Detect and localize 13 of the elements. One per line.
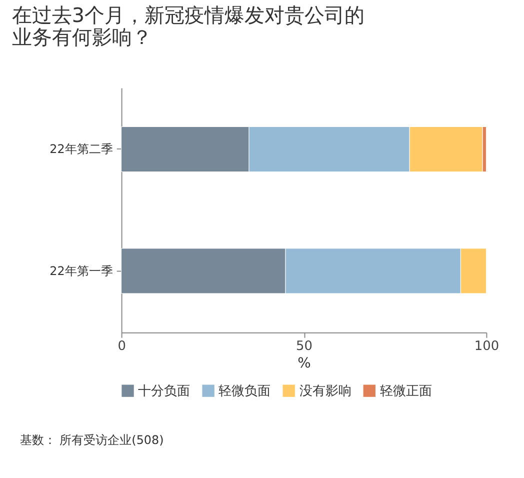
- legend-label: 没有影响: [299, 384, 352, 399]
- x-axis-title: %: [298, 356, 311, 372]
- legend-label: 轻微正面: [380, 384, 432, 399]
- legend-label: 十分负面: [138, 384, 190, 399]
- x-tick-label: 0: [118, 338, 126, 354]
- y-tick-label: 22年第二季: [50, 142, 113, 156]
- x-tick-label: 50: [296, 338, 312, 354]
- y-tick-label: 22年第一季: [50, 264, 113, 278]
- text: 基数： 所有受访企业(508): [20, 432, 164, 447]
- text: 业务有何影响？: [12, 26, 152, 50]
- legend-label: 轻微负面: [218, 384, 271, 399]
- text: 在过去3个月，新冠疫情爆发对贵公司的: [12, 4, 365, 28]
- x-tick-label: 100: [474, 338, 500, 354]
